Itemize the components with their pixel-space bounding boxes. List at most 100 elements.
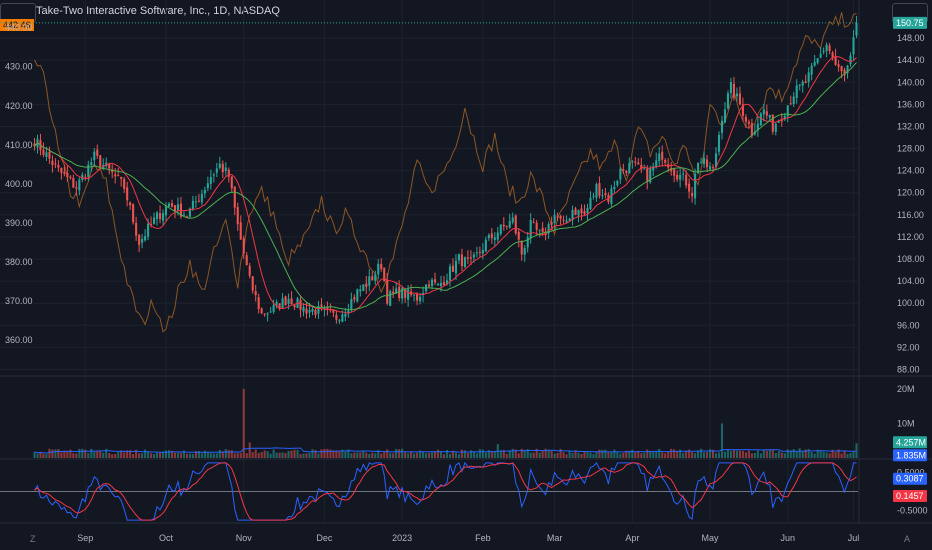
volume-bar: [212, 453, 215, 458]
candle-body: [786, 105, 789, 117]
volume-bar: [398, 449, 401, 458]
volume-bar: [798, 448, 801, 458]
candle-body: [422, 292, 425, 295]
volume-bar: [182, 450, 185, 458]
volume-bar: [816, 449, 819, 458]
candle-body: [628, 163, 631, 174]
candle-body: [147, 223, 150, 237]
candle-body: [392, 291, 395, 294]
volume-bar: [66, 450, 69, 458]
grid-lines: [0, 0, 932, 524]
candle-body: [478, 251, 481, 253]
candle-body: [188, 208, 191, 217]
oscillator-slow-line: [34, 462, 857, 521]
volume-bar: [747, 450, 750, 458]
candle-body: [72, 178, 75, 188]
candle-body: [559, 215, 562, 219]
candle-body: [700, 162, 703, 164]
volume-bar: [643, 452, 646, 458]
candle-body: [487, 235, 490, 239]
candle-body: [257, 297, 260, 309]
candle-body: [117, 175, 120, 177]
candle-body: [511, 217, 514, 223]
candle-body: [96, 149, 99, 156]
candle-body: [484, 239, 487, 252]
candle-body: [661, 151, 664, 160]
volume-bar: [153, 454, 156, 458]
candle-body: [356, 289, 359, 302]
candle-body: [855, 22, 858, 36]
timezone-glyph[interactable]: Z: [30, 534, 36, 544]
volume-bar: [132, 453, 135, 458]
volume-bar: [227, 450, 230, 458]
volume-bar: [532, 452, 535, 458]
candle-body: [726, 93, 730, 109]
volume-bar: [439, 451, 443, 458]
volume-bar: [224, 449, 227, 458]
volume-bar: [93, 451, 96, 458]
volume-bar: [123, 452, 126, 458]
candle-body: [451, 265, 455, 272]
candle-body: [604, 193, 607, 195]
volume-bar: [819, 450, 822, 458]
candle-body: [281, 298, 284, 309]
volume-bar: [448, 453, 452, 458]
volume-bar: [711, 449, 715, 458]
volume-bar: [102, 452, 105, 458]
volume-bar: [275, 452, 278, 458]
candle-body: [765, 111, 768, 116]
candle-body: [688, 183, 691, 192]
candle-body: [311, 308, 314, 312]
candle-body: [837, 64, 840, 67]
volume-bar: [732, 449, 735, 458]
volume-bar: [63, 450, 66, 458]
candle-body: [849, 55, 852, 65]
candle-body: [48, 151, 51, 159]
candle-body: [236, 206, 239, 225]
moving-averages: [34, 56, 857, 314]
candle-body: [185, 216, 188, 218]
volume-bar: [185, 453, 188, 458]
candle-body: [215, 168, 218, 173]
volume-bar: [422, 451, 425, 458]
volume-bar: [230, 450, 233, 458]
volume-bar: [176, 452, 180, 458]
volume-bar: [296, 449, 299, 458]
volume-bar: [99, 450, 102, 458]
candle-body: [158, 213, 162, 220]
volume-bar: [493, 451, 496, 458]
volume-bar: [801, 450, 804, 458]
volume-bar: [586, 451, 589, 458]
volume-bar: [508, 450, 511, 458]
candle-body: [371, 276, 374, 281]
candle-body: [132, 204, 135, 223]
candle-body: [239, 222, 242, 240]
auto-scale-glyph[interactable]: A: [904, 534, 911, 544]
right-axis-tick-label: 88.00: [897, 364, 920, 374]
volume-bar: [688, 449, 691, 458]
candle-body: [317, 305, 320, 314]
last-price-tag-bg: [893, 16, 927, 29]
candle-body: [481, 249, 484, 254]
candle-body: [380, 263, 383, 270]
volume-bar: [350, 453, 353, 458]
volume-bar: [777, 451, 780, 458]
oscillator-slow-tag: 0.1457: [896, 491, 924, 501]
candle-body: [287, 298, 290, 305]
volume-bar: [469, 450, 472, 458]
volume-bar: [756, 450, 759, 458]
volume-bar: [655, 452, 658, 458]
volume-bar: [431, 452, 434, 458]
candle-body: [164, 206, 168, 216]
candle-body: [798, 84, 801, 86]
candle-body: [535, 222, 538, 230]
volume-bar: [248, 442, 251, 458]
volume-bar: [215, 453, 218, 458]
candle-body: [141, 238, 144, 243]
volume-bar: [553, 453, 556, 458]
volume-bar: [407, 453, 410, 458]
fast-moving-average-line: [34, 56, 857, 314]
oscillator-axis-tick-label: 0.5000: [897, 467, 925, 477]
volume-bar: [580, 454, 583, 458]
